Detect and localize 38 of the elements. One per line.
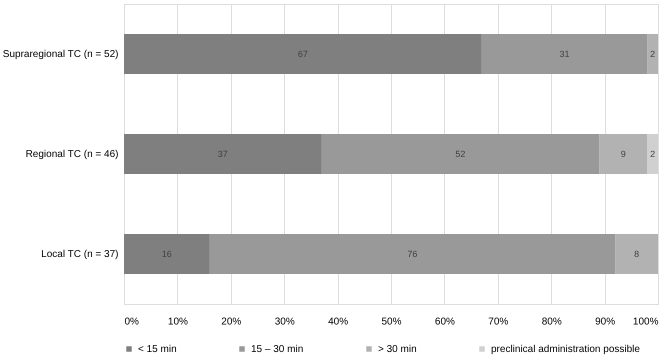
x-tick-label: 30%: [274, 316, 295, 328]
bar: [647, 34, 658, 74]
bar: [124, 34, 482, 74]
data-label: 9: [620, 149, 626, 159]
bar: [482, 34, 648, 74]
bar: [322, 134, 600, 174]
bar: [615, 234, 658, 274]
x-tick-label: 60%: [434, 316, 456, 328]
x-tick-label: 20%: [221, 316, 242, 328]
x-tick-label: 90%: [595, 316, 616, 328]
bar: [647, 134, 658, 174]
data-label: 2: [650, 149, 656, 159]
legend-label: > 30 min: [378, 344, 417, 355]
data-label: 2: [650, 49, 656, 59]
y-tick-label: Supraregional TC (n = 52): [2, 49, 118, 60]
x-tick-label: 100%: [632, 316, 659, 328]
data-label: 76: [407, 249, 418, 259]
data-label: 37: [218, 149, 228, 159]
x-tick-label: 40%: [328, 316, 348, 328]
data-label: 67: [298, 49, 308, 59]
legend-label: 15 – 30 min: [251, 344, 304, 355]
x-tick-label: 80%: [542, 316, 562, 328]
bar: [124, 234, 210, 274]
x-tick-label: 70%: [488, 316, 508, 328]
x-tick-label: 50%: [381, 316, 402, 328]
data-label: 8: [634, 249, 640, 259]
bar: [599, 134, 648, 174]
data-label: 52: [455, 149, 466, 159]
legend-label: < 15 min: [138, 344, 177, 355]
bar: [124, 134, 322, 174]
legend-label: preclinical administration possible: [491, 344, 640, 355]
y-tick-label: Regional TC (n = 46): [26, 149, 118, 160]
x-tick-label: 10%: [168, 316, 188, 328]
y-tick-label: Local TC (n = 37): [41, 249, 118, 260]
data-label: 31: [560, 49, 570, 59]
bar: [209, 234, 616, 274]
data-label: 16: [162, 249, 172, 259]
x-tick-label: 0%: [124, 316, 140, 328]
